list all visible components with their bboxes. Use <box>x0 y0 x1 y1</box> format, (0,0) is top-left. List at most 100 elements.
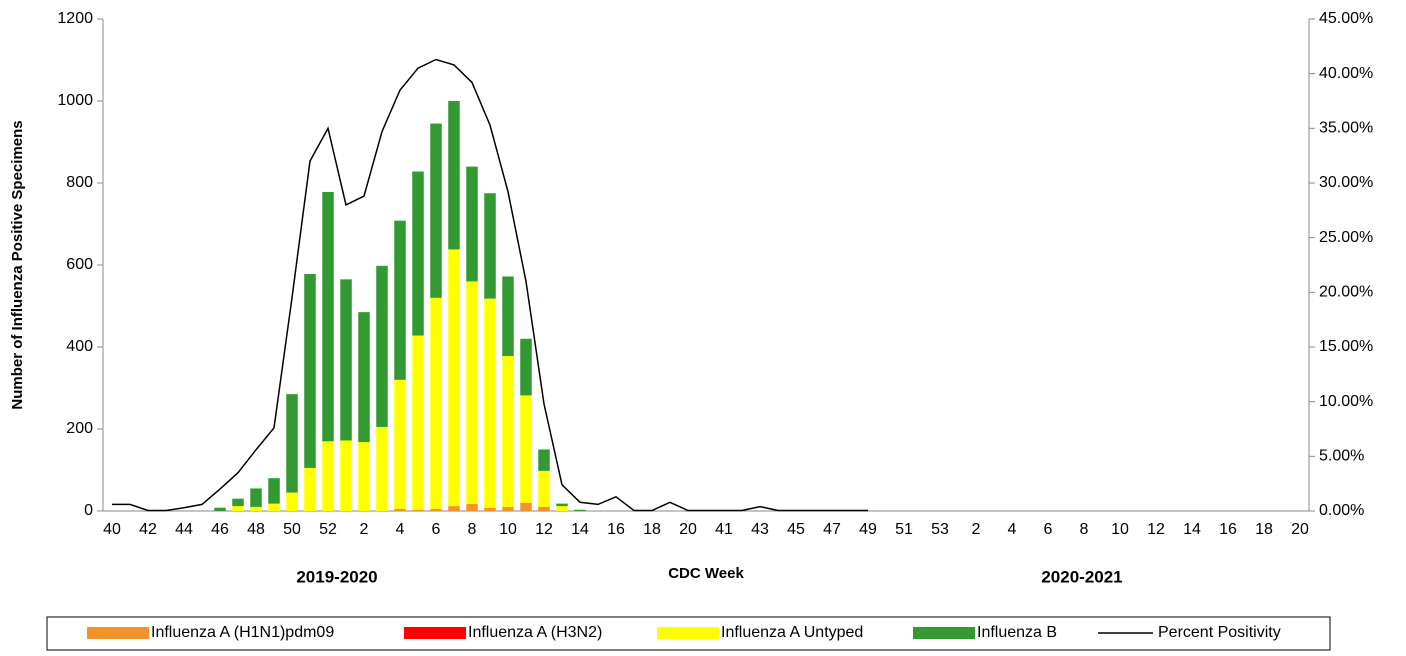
x-tick-label: 52 <box>319 521 337 538</box>
x-tick-label: 6 <box>432 521 441 538</box>
x-tick-label: 14 <box>571 521 589 538</box>
bar-segment <box>466 504 478 511</box>
bar-segment <box>250 506 262 511</box>
bar-segment <box>304 467 316 511</box>
y2-tick-label: 35.00% <box>1319 120 1373 137</box>
bar-segment <box>448 506 460 511</box>
y-tick-label: 200 <box>66 420 93 437</box>
x-tick-label: 4 <box>396 521 405 538</box>
bar-segment <box>232 498 244 507</box>
y2-tick-label: 20.00% <box>1319 284 1373 301</box>
bar-segment <box>502 276 514 357</box>
bar-segment <box>412 171 424 336</box>
y2-tick-label: 25.00% <box>1319 229 1373 246</box>
bar-segment <box>268 503 280 511</box>
bar-segment <box>376 265 388 427</box>
bar-segment <box>520 395 532 503</box>
x-tick-label: 4 <box>1008 521 1017 538</box>
legend-box <box>46 616 1331 651</box>
legend-label: Influenza A (H3N2) <box>468 624 602 641</box>
bar-segment <box>538 449 550 471</box>
bar-segment <box>412 335 424 510</box>
bar-segment <box>538 506 550 511</box>
bar-segment <box>376 426 388 511</box>
y2-tick-label: 0.00% <box>1319 502 1364 519</box>
bar-segment <box>286 492 298 511</box>
bar-segment <box>358 442 370 511</box>
x-tick-label: 47 <box>823 521 841 538</box>
x-axis-title: CDC Week <box>668 565 744 582</box>
bar-segment <box>430 508 442 511</box>
bar-segment <box>214 507 226 511</box>
y-tick-label: 1000 <box>57 92 93 109</box>
legend-label: Influenza A (H1N1)pdm09 <box>151 624 334 641</box>
bar-segment <box>520 338 532 396</box>
bar-segment <box>340 440 352 511</box>
bar-segment <box>502 356 514 507</box>
y-tick-label: 400 <box>66 338 93 355</box>
x-tick-label: 50 <box>283 521 301 538</box>
season-label: 2020-2021 <box>1041 567 1122 586</box>
x-tick-label: 8 <box>1080 521 1089 538</box>
x-tick-label: 6 <box>1044 521 1053 538</box>
x-tick-label: 51 <box>895 521 913 538</box>
bar-segment <box>466 281 478 505</box>
x-tick-label: 2 <box>360 521 369 538</box>
bar-segment <box>556 503 568 507</box>
x-tick-label: 12 <box>535 521 553 538</box>
y-axis-title: Number of Influenza Positive Specimens <box>9 120 26 409</box>
bar-segment <box>430 123 442 298</box>
y2-tick-label: 45.00% <box>1319 10 1373 27</box>
line-series <box>112 58 868 512</box>
x-tick-label: 2 <box>972 521 981 538</box>
x-tick-label: 12 <box>1147 521 1165 538</box>
x-tick-label: 48 <box>247 521 265 538</box>
x-tick-label: 53 <box>931 521 949 538</box>
season-label: 2019-2020 <box>296 567 377 586</box>
legend-swatch <box>913 627 975 639</box>
y-tick-label: 0 <box>84 502 93 519</box>
x-tick-label: 8 <box>468 521 477 538</box>
bar-segment <box>502 506 514 511</box>
bar-segment <box>556 506 568 511</box>
x-tick-label: 45 <box>787 521 805 538</box>
bar-segment <box>574 509 586 511</box>
x-tick-label: 10 <box>499 521 517 538</box>
bar-segment <box>484 298 496 508</box>
y2-tick-label: 10.00% <box>1319 393 1373 410</box>
bar-segment <box>538 470 550 507</box>
y-tick-label: 1200 <box>57 10 93 27</box>
x-tick-label: 46 <box>211 521 229 538</box>
y-tick-label: 600 <box>66 256 93 273</box>
x-tick-label: 16 <box>1219 521 1237 538</box>
bar-segment <box>358 312 370 443</box>
bar-segment <box>340 279 352 441</box>
bar-segment <box>268 478 280 504</box>
legend-swatch <box>87 627 149 639</box>
x-tick-label: 42 <box>139 521 157 538</box>
x-tick-label: 43 <box>751 521 769 538</box>
bar-segment <box>286 394 298 493</box>
bar-segment <box>520 502 532 511</box>
x-tick-label: 14 <box>1183 521 1201 538</box>
x-tick-label: 18 <box>1255 521 1273 538</box>
y-tick-label: 800 <box>66 174 93 191</box>
bar-segment <box>430 297 442 509</box>
legend-swatch <box>404 627 466 639</box>
y2-tick-label: 30.00% <box>1319 174 1373 191</box>
x-tick-label: 41 <box>715 521 733 538</box>
y2-tick-label: 5.00% <box>1319 448 1364 465</box>
x-tick-label: 20 <box>679 521 697 538</box>
bar-segment <box>394 379 406 509</box>
bar-segment <box>484 193 496 299</box>
bar-segment <box>394 508 406 511</box>
bar-segment <box>394 220 406 380</box>
bar-segment <box>250 488 262 507</box>
bar-segment <box>322 441 334 511</box>
bar-segment <box>304 274 316 468</box>
bar-segment <box>466 166 478 282</box>
x-tick-label: 16 <box>607 521 625 538</box>
y2-tick-label: 15.00% <box>1319 338 1373 355</box>
